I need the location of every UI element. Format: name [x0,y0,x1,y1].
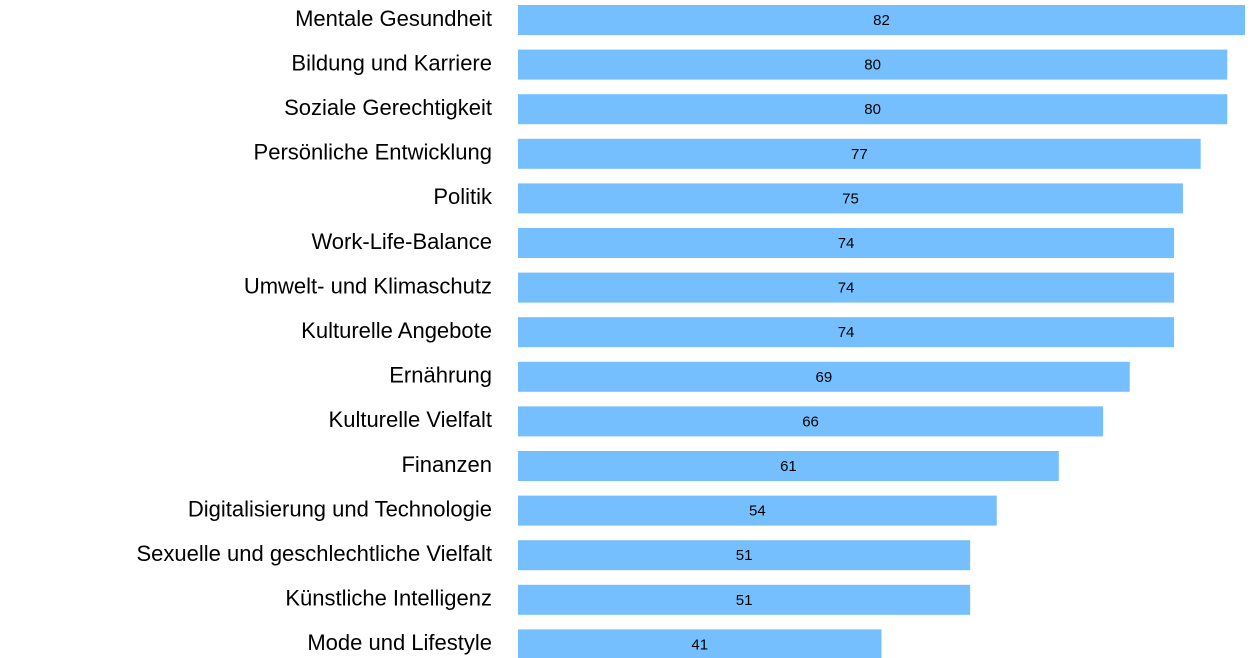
value-label: 74 [838,324,855,341]
bar [518,584,971,615]
bar [518,94,1228,125]
category-label: Künstliche Intelligenz [285,586,492,611]
value-label: 74 [838,280,855,297]
value-label: 80 [864,57,881,74]
value-label: 54 [749,503,766,520]
category-label: Umwelt- und Klimaschutz [244,273,492,298]
value-label: 51 [736,592,753,609]
value-label: 41 [691,636,708,653]
bar [518,629,882,658]
value-label: 69 [816,369,833,386]
value-label: 80 [864,101,881,118]
bar [518,317,1175,348]
value-label: 51 [736,547,753,564]
value-label: 66 [802,413,819,430]
category-label: Sexuelle und geschlechtliche Vielfalt [137,541,493,566]
category-label: Ernährung [389,363,492,388]
bar [518,49,1228,80]
bar [518,361,1130,392]
bar [518,451,1059,481]
bar [518,540,971,571]
value-label: 74 [838,235,855,252]
category-label: Finanzen [401,452,492,477]
category-label: Digitalisierung und Technologie [188,496,492,521]
category-label: Persönliche Entwicklung [254,140,492,165]
category-label: Mentale Gesundheit [295,6,492,31]
category-label: Politik [433,184,493,209]
value-label: 77 [851,146,868,163]
bar [518,228,1175,258]
category-label: Mode und Lifestyle [307,630,492,655]
category-label: Bildung und Karriere [291,50,492,75]
bar [518,183,1183,214]
value-label: 61 [780,458,797,475]
category-label: Kulturelle Vielfalt [329,407,492,432]
value-label: 82 [873,12,890,29]
category-label: Soziale Gerechtigkeit [284,95,492,120]
bar [518,138,1201,169]
bar [518,495,997,526]
bar [518,272,1175,303]
category-label: Work-Life-Balance [311,229,492,254]
bar [518,406,1104,437]
bar [518,5,1245,35]
value-label: 75 [842,190,859,207]
category-label: Kulturelle Angebote [301,318,492,343]
